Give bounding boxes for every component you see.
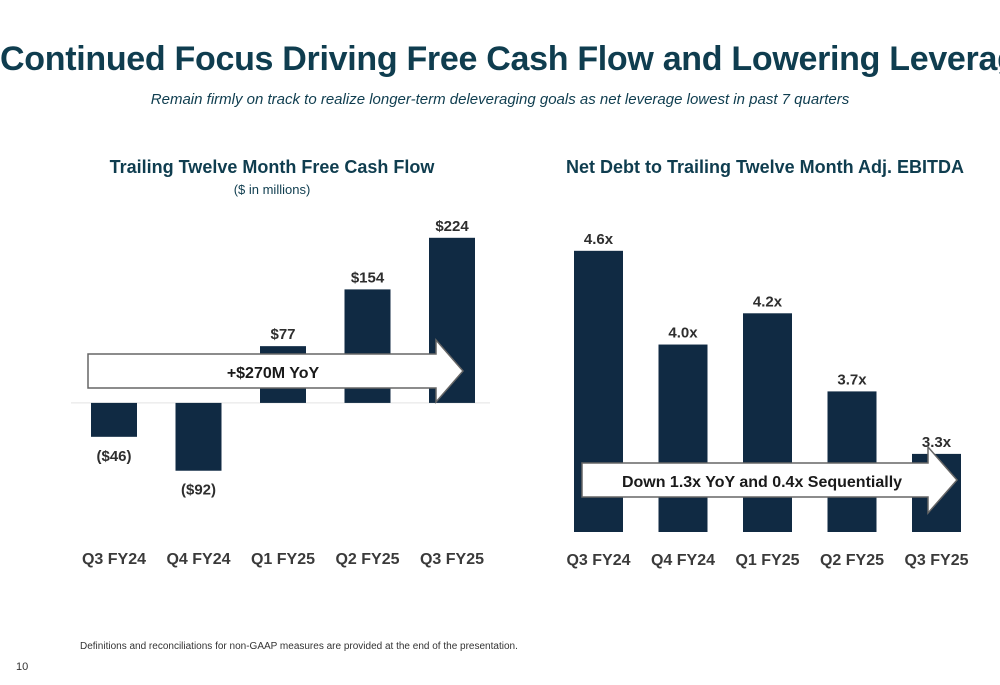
bar-q1-fy25 <box>743 313 792 532</box>
category-label: Q3 FY25 <box>420 551 484 568</box>
data-label: ($92) <box>181 482 216 499</box>
category-label: Q1 FY25 <box>735 552 799 569</box>
page-title: Continued Focus Driving Free Cash Flow a… <box>0 40 1000 78</box>
fcf-chart-subtitle: ($ in millions) <box>233 182 311 197</box>
data-label: $77 <box>270 326 295 343</box>
page-subtitle: Remain firmly on track to realize longer… <box>150 91 850 108</box>
yoy-annotation: +$270M YoY <box>227 365 320 382</box>
bar-q3-fy24 <box>91 402 137 437</box>
footnote: Definitions and reconciliations for non-… <box>80 641 518 652</box>
fcf-chart-title: Trailing Twelve Month Free Cash Flow <box>109 157 435 177</box>
category-label: Q2 FY25 <box>820 552 884 569</box>
bar-q4-fy24 <box>175 402 222 471</box>
category-label: Q4 FY24 <box>166 551 230 568</box>
data-label: 4.2x <box>753 293 783 310</box>
category-label: Q3 FY24 <box>82 551 146 568</box>
category-label: Q3 FY24 <box>566 552 630 569</box>
category-label: Q3 FY25 <box>904 552 968 569</box>
category-label: Q1 FY25 <box>251 551 315 568</box>
category-label: Q2 FY25 <box>335 551 399 568</box>
data-label: 3.3x <box>922 434 952 451</box>
bar-q2-fy25 <box>827 391 877 532</box>
sequential-annotation: Down 1.3x YoY and 0.4x Sequentially <box>622 474 902 491</box>
data-label: 3.7x <box>837 371 867 388</box>
data-label: $224 <box>435 218 469 235</box>
leverage-chart-title: Net Debt to Trailing Twelve Month Adj. E… <box>565 157 964 177</box>
bar-q4-fy24 <box>658 344 708 532</box>
yoy-arrow <box>87 337 464 405</box>
data-label: ($46) <box>96 448 131 465</box>
page-number: 10 <box>16 661 29 673</box>
category-label: Q4 FY24 <box>651 552 715 569</box>
sequential-arrow <box>581 445 958 515</box>
data-label: 4.0x <box>668 325 698 342</box>
data-label: 4.6x <box>584 231 614 248</box>
data-label: $154 <box>351 269 385 286</box>
